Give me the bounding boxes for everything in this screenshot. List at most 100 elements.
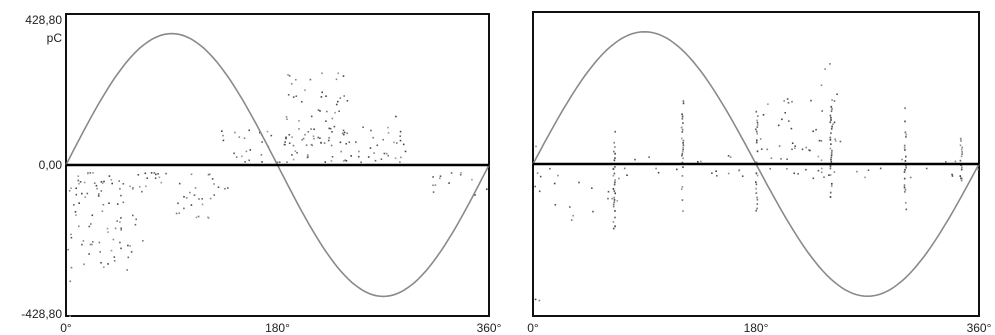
discharge-point [137, 174, 140, 176]
discharge-point [977, 168, 979, 171]
x-tick-180: 180° [744, 321, 769, 335]
discharge-point [292, 144, 295, 147]
discharge-point [285, 136, 287, 139]
discharge-point [97, 195, 100, 197]
discharge-point [317, 136, 319, 139]
discharge-point [626, 174, 628, 176]
discharge-point [67, 248, 69, 251]
discharge-point [755, 128, 757, 131]
discharge-point [404, 150, 407, 153]
discharge-point [759, 138, 762, 140]
discharge-point [331, 131, 333, 133]
discharge-point [107, 231, 109, 233]
discharge-point [304, 89, 306, 91]
discharge-point [961, 177, 963, 180]
discharge-point [738, 169, 740, 172]
discharge-point [81, 243, 83, 246]
discharge-point [793, 172, 795, 175]
discharge-point [165, 172, 167, 175]
discharge-point [903, 171, 906, 173]
discharge-point [784, 112, 786, 114]
discharge-point [74, 211, 77, 213]
discharge-point [817, 155, 820, 158]
left-prpd-chart: 428,80 pC 0,00 -428,80 0° 180° 360° [21, 13, 502, 335]
discharge-point [387, 126, 389, 129]
discharge-point [346, 100, 349, 102]
discharge-point [439, 177, 441, 180]
discharge-point [91, 214, 94, 217]
discharge-point [291, 136, 293, 138]
discharge-point [681, 115, 684, 118]
discharge-point [100, 190, 103, 192]
discharge-point [614, 166, 616, 168]
discharge-point [534, 185, 536, 188]
discharge-point [285, 116, 288, 118]
discharge-point [396, 142, 398, 144]
discharge-point [323, 142, 326, 144]
discharge-point [832, 123, 834, 126]
discharge-point [903, 144, 906, 147]
discharge-point [372, 136, 374, 139]
x-tick-0: 0° [60, 321, 72, 335]
discharge-point [248, 129, 250, 132]
discharge-point [248, 159, 250, 162]
discharge-point [681, 175, 684, 177]
discharge-point [78, 182, 80, 185]
discharge-point [245, 150, 248, 153]
discharge-point [360, 161, 362, 164]
discharge-point [102, 203, 105, 206]
discharge-point [539, 175, 542, 178]
discharge-point [830, 110, 833, 113]
discharge-point [755, 183, 758, 186]
discharge-point [100, 262, 102, 264]
discharge-point [830, 127, 833, 130]
discharge-point [681, 117, 684, 120]
discharge-point [129, 185, 131, 188]
discharge-point [901, 158, 903, 161]
discharge-point [791, 148, 793, 151]
discharge-point [270, 134, 273, 137]
discharge-point [334, 111, 336, 114]
discharge-point [399, 135, 401, 137]
discharge-point [160, 181, 163, 184]
discharge-point [329, 127, 332, 130]
discharge-point [333, 125, 336, 128]
discharge-point [89, 243, 92, 246]
discharge-point [367, 156, 370, 158]
discharge-point [553, 182, 556, 185]
discharge-point [132, 187, 134, 189]
discharge-point [300, 101, 303, 103]
discharge-point [298, 128, 300, 130]
x-tick-360: 360° [477, 321, 502, 335]
discharge-point [83, 181, 86, 184]
discharge-point [132, 214, 134, 217]
discharge-point [614, 179, 616, 181]
discharge-point [207, 173, 210, 176]
discharge-point [370, 129, 372, 132]
discharge-point [317, 109, 320, 111]
discharge-point [867, 169, 870, 171]
discharge-point [829, 165, 832, 168]
discharge-point [614, 157, 616, 159]
discharge-point [821, 110, 823, 112]
discharge-point [70, 233, 72, 236]
discharge-point [549, 167, 551, 170]
discharge-point [829, 167, 832, 170]
discharge-point [339, 141, 342, 144]
discharge-point [711, 172, 713, 174]
discharge-point [905, 208, 908, 211]
discharge-point [614, 146, 616, 148]
discharge-point [120, 217, 122, 219]
discharge-point [471, 178, 473, 181]
discharge-point [185, 197, 188, 199]
discharge-point [110, 179, 113, 181]
discharge-point [538, 299, 541, 302]
discharge-point [755, 181, 757, 183]
discharge-point [614, 181, 616, 184]
discharge-point [682, 148, 684, 151]
discharge-point [343, 95, 345, 97]
discharge-point [116, 220, 118, 222]
discharge-point [755, 192, 758, 194]
discharge-point [829, 114, 832, 117]
discharge-point [395, 115, 397, 118]
